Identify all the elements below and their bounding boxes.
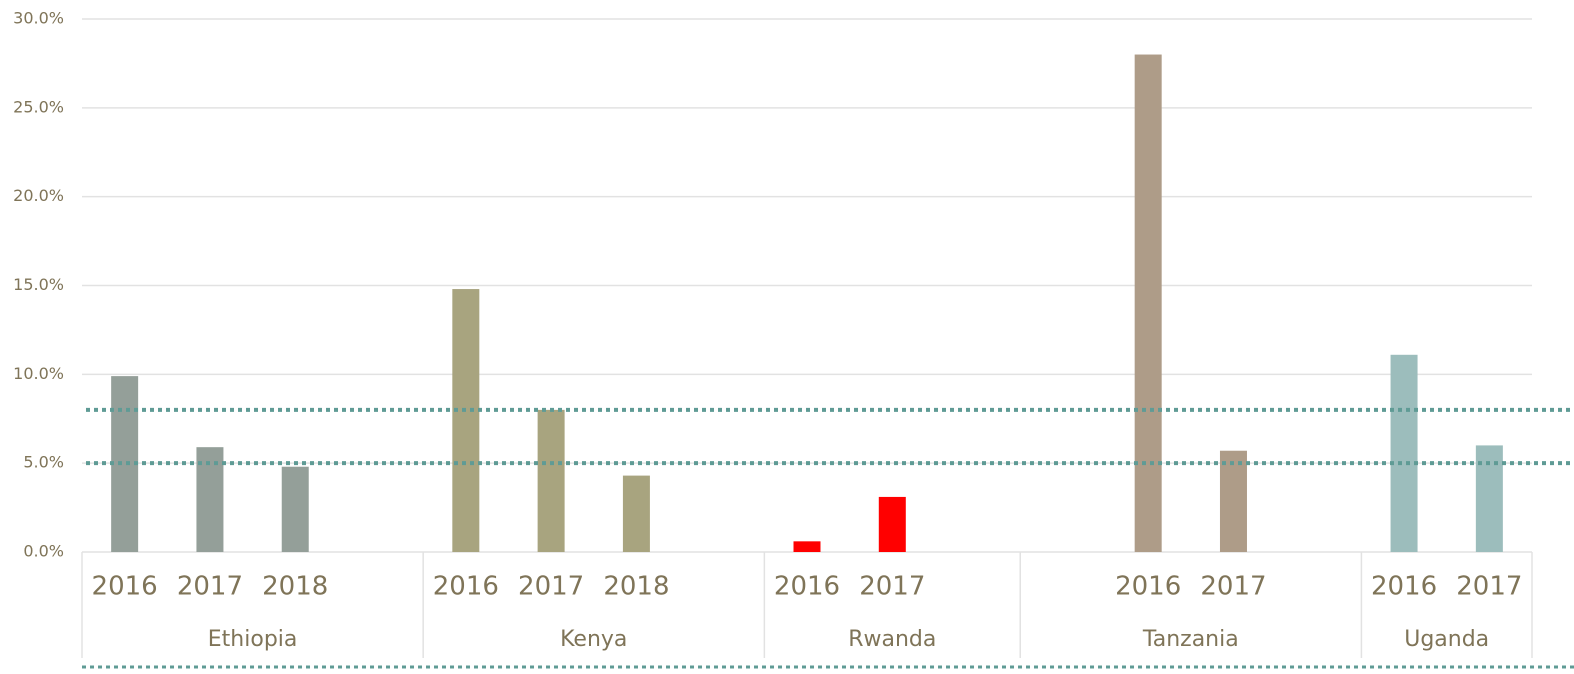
x-tick-label: 2017 bbox=[518, 572, 584, 602]
y-tick-label: 10.0% bbox=[13, 364, 64, 383]
x-tick-label: 2016 bbox=[1371, 572, 1437, 602]
group-label: Kenya bbox=[560, 627, 627, 652]
bar bbox=[1134, 54, 1162, 553]
y-tick-label: 5.0% bbox=[23, 453, 64, 472]
bar bbox=[452, 289, 480, 552]
bar bbox=[1390, 354, 1418, 552]
y-tick-label: 25.0% bbox=[13, 97, 64, 116]
bar bbox=[793, 541, 821, 552]
x-tick-label: 2017 bbox=[859, 572, 925, 602]
x-tick-label: 2017 bbox=[1456, 572, 1522, 602]
bar bbox=[537, 409, 565, 552]
x-tick-label: 2018 bbox=[262, 572, 328, 602]
x-tick-label: 2017 bbox=[177, 572, 243, 602]
group-label: Tanzania bbox=[1142, 627, 1239, 652]
x-tick-label: 2018 bbox=[603, 572, 669, 602]
group-label: Uganda bbox=[1404, 627, 1489, 652]
bar bbox=[111, 376, 139, 552]
bar bbox=[1219, 450, 1247, 552]
bar bbox=[622, 475, 650, 552]
x-tick-label: 2017 bbox=[1200, 572, 1266, 602]
x-tick-label: 2016 bbox=[92, 572, 158, 602]
x-tick-label: 2016 bbox=[1115, 572, 1181, 602]
y-tick-label: 20.0% bbox=[13, 186, 64, 205]
bar bbox=[878, 496, 906, 552]
y-tick-label: 0.0% bbox=[23, 542, 64, 561]
y-tick-label: 15.0% bbox=[13, 275, 64, 294]
x-tick-label: 2016 bbox=[774, 572, 840, 602]
x-tick-label: 2016 bbox=[433, 572, 499, 602]
bar bbox=[281, 466, 309, 552]
group-label: Rwanda bbox=[848, 627, 936, 652]
y-tick-label: 30.0% bbox=[13, 9, 64, 28]
group-label: Ethiopia bbox=[208, 627, 298, 652]
